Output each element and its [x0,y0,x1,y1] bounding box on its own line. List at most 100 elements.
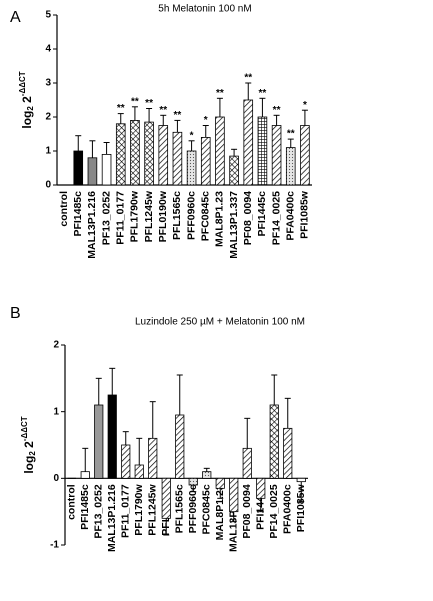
x-tick-label: PF14_0025 [268,484,280,538]
bar [243,99,254,186]
y-tick-label: 2 [53,340,59,351]
x-tick-label: PF08_0094 [242,191,254,245]
bar [161,477,171,519]
y-tick-label: 1 [53,406,59,417]
y-tick-label: 1 [45,146,51,157]
y-axis-label: log2 2-ΔΔCT [20,416,37,473]
x-tick-label: MAL8P1.23 [214,191,226,247]
x-tick-label: control [66,484,78,520]
significance: ** [216,88,224,99]
bar [175,414,185,479]
y-label-sub: 2 [28,451,37,456]
chart-title: 5h Melatonin 100 nM [158,4,251,15]
bar [87,157,98,186]
y-label-main: 2 [20,96,34,106]
x-tick-label: PF11_0177 [120,484,132,538]
significance: * [303,100,307,111]
bar [285,147,296,186]
y-tick-label: 3 [45,78,51,89]
y-tick-label: -1 [50,540,59,551]
y-tick-label: 5 [45,10,51,21]
y-label-main: 2 [22,441,36,451]
bar [172,131,183,186]
x-tick-label: PFI1445c [256,191,268,237]
y-tick-label: 0 [53,473,59,484]
x-tick-label: MAL13P1.216 [106,484,118,552]
bar [257,116,268,186]
bar [115,123,126,186]
bar [200,136,211,186]
significance: ** [131,96,139,107]
x-tick-label: PF13_0252 [93,484,105,538]
x-tick-label: control [58,191,70,227]
bar [215,116,225,186]
bar [229,477,239,513]
x-tick-label: PFC0845c [201,484,213,534]
significance: ** [273,105,281,116]
bar [256,477,266,499]
x-tick-label: PFL1565c [171,191,183,240]
x-tick-label: PF13_0252 [100,191,112,245]
x-tick-label: PFI1485c [79,484,91,530]
x-tick-label: PFI1085w [299,190,311,239]
y-label-sup: -ΔΔCT [20,416,29,441]
bar [271,125,282,186]
panel-label: B [10,305,21,322]
x-tick-label: PFF0960c [185,191,197,240]
y-label-base: log [20,111,34,129]
bar [283,427,293,479]
panel-label: A [10,9,21,26]
x-tick-label: MAL13P1.216 [86,191,98,259]
y-label-sub: 2 [26,106,35,111]
bar [94,404,104,479]
x-tick-label: PFL1245w [143,190,155,242]
bar [121,444,131,479]
bar [186,150,197,186]
chart-title: Luzindole 250 µM + Melatonin 100 nM [135,317,305,328]
bar [134,464,144,479]
bar [107,394,117,479]
y-label-base: log [22,456,36,474]
bar [188,477,198,486]
bar [300,125,310,186]
x-tick-label: PFA0400c [282,484,294,534]
bar [215,477,225,489]
x-tick-label: PFL0190w [157,190,169,242]
x-tick-label: PFC0845c [200,191,212,241]
bar [101,153,112,186]
y-axis-label: log2 2-ΔΔCT [18,71,35,128]
x-tick-label: PFA0400c [285,191,297,241]
x-tick-label: PFL1565c [174,484,186,533]
significance: ** [117,103,125,114]
y-tick-label: 0 [45,180,51,191]
x-tick-label: PFL1790w [133,484,145,536]
significance: ** [287,129,295,140]
significance: ** [159,105,167,116]
bar [229,155,239,186]
y-tick-label: 4 [45,44,51,55]
bar [296,477,306,483]
bar [80,471,90,479]
y-tick-label: 2 [45,112,51,123]
bar [158,125,169,186]
y-label-sup: -ΔΔCT [18,71,27,96]
x-tick-label: PFL1245w [147,484,159,536]
x-tick-label: PF08_0094 [241,484,253,538]
significance: ** [145,98,153,109]
bar [144,121,154,186]
bar [73,150,84,186]
x-tick-label: PFF0960c [187,484,199,533]
bar [130,120,140,186]
x-tick-label: PFI1485c [72,191,84,237]
significance: * [190,130,194,141]
x-tick-label: PF14_0025 [270,191,282,245]
bar [148,437,158,479]
x-tick-label: MAL13P1.337 [228,191,240,259]
bar [269,404,279,479]
significance: ** [244,73,252,84]
x-tick-label: PFL1790w [129,190,141,242]
bar [202,471,212,479]
bar [242,447,252,479]
